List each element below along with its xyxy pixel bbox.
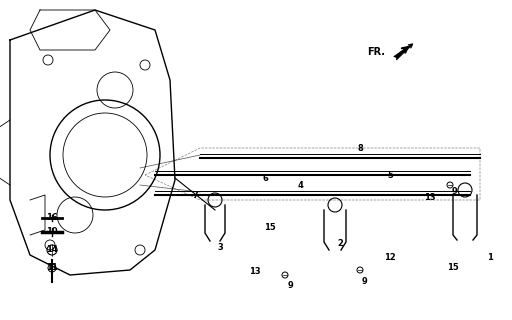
Text: 13: 13	[249, 268, 261, 276]
Text: 3: 3	[217, 244, 223, 252]
Text: FR.: FR.	[367, 47, 385, 57]
Text: 11: 11	[46, 263, 58, 273]
Text: 2: 2	[337, 238, 343, 247]
Text: 16: 16	[46, 213, 58, 222]
Text: 5: 5	[387, 171, 393, 180]
Text: 7: 7	[192, 190, 198, 199]
Text: 10: 10	[46, 228, 58, 236]
Text: 9: 9	[452, 188, 458, 196]
Text: 15: 15	[264, 223, 276, 233]
Text: 15: 15	[447, 263, 459, 273]
Text: 6: 6	[262, 173, 268, 182]
Text: 12: 12	[384, 253, 396, 262]
Text: 13: 13	[424, 194, 436, 203]
Text: 9: 9	[362, 277, 368, 286]
Text: 14: 14	[46, 245, 58, 254]
Text: 1: 1	[487, 253, 493, 262]
Text: 4: 4	[297, 180, 303, 189]
Text: 9: 9	[287, 281, 293, 290]
Text: 8: 8	[357, 143, 363, 153]
